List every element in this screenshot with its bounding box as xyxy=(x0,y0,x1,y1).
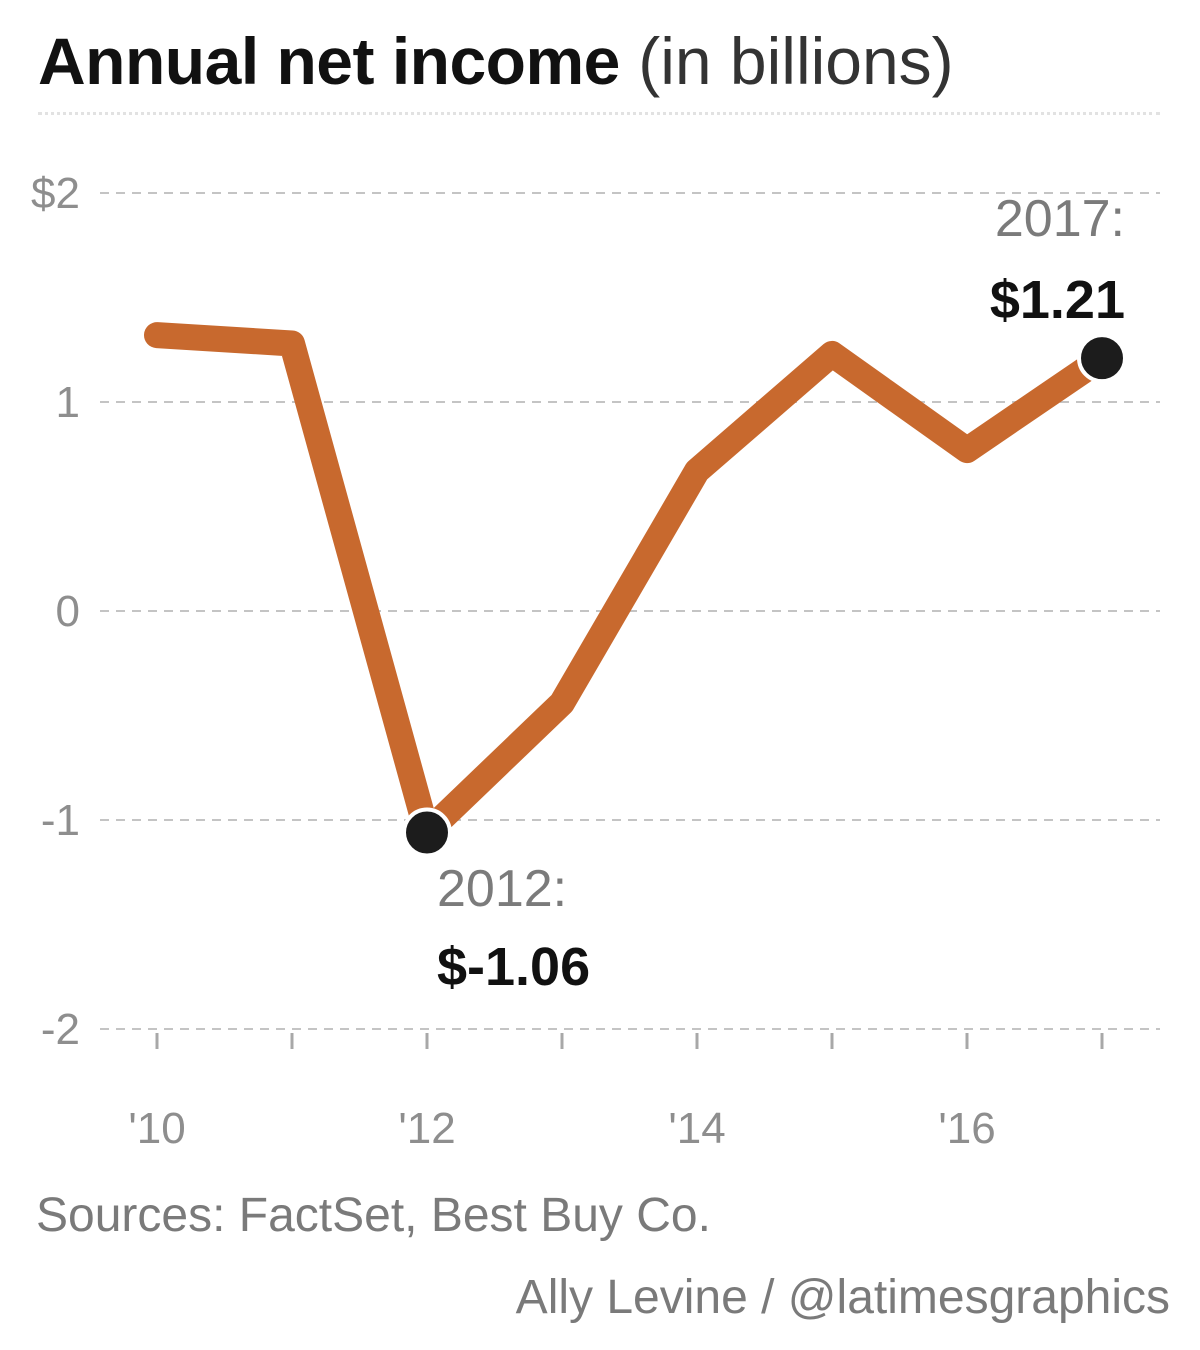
y-tick-label: 0 xyxy=(56,587,80,636)
line-chart: $2 1 0 -1 -2 '10 '12 '14 '16 2012: $-1.06 2017: $1… xyxy=(31,169,1160,1153)
y-tick-label: 1 xyxy=(56,378,80,427)
annotation-value: $1.21 xyxy=(990,270,1125,330)
x-tick-label: '16 xyxy=(938,1104,995,1153)
source-note: Sources: FactSet, Best Buy Co. xyxy=(36,1189,711,1242)
credit-line: Ally Levine / @latimesgraphics xyxy=(515,1271,1170,1324)
x-axis-ticks: '10 '12 '14 '16 xyxy=(128,1033,1104,1153)
x-tick-label: '10 xyxy=(128,1104,185,1153)
title-divider xyxy=(38,112,1160,115)
chart-title-main: Annual net income xyxy=(38,24,620,98)
y-axis-ticks: $2 1 0 -1 -2 xyxy=(31,169,80,1054)
highlight-marker xyxy=(402,807,452,858)
series-line xyxy=(144,322,1115,846)
data-series xyxy=(144,322,1115,846)
highlight-marker xyxy=(1077,333,1127,384)
annotation-year: 2017: xyxy=(995,190,1125,248)
annotation-value: $-1.06 xyxy=(437,937,590,997)
y-tick-label: -2 xyxy=(41,1005,80,1054)
x-tick-label: '12 xyxy=(398,1104,455,1153)
annotations: 2012: $-1.06 2017: $1.21 xyxy=(402,190,1127,997)
chart-title-unit: (in billions) xyxy=(619,24,954,98)
chart-title: Annual net income (in billions) xyxy=(38,28,954,94)
x-tick-label: '14 xyxy=(668,1104,725,1153)
y-tick-label: $2 xyxy=(31,169,80,218)
y-tick-label: -1 xyxy=(41,796,80,845)
annotation-year: 2012: xyxy=(437,860,567,918)
